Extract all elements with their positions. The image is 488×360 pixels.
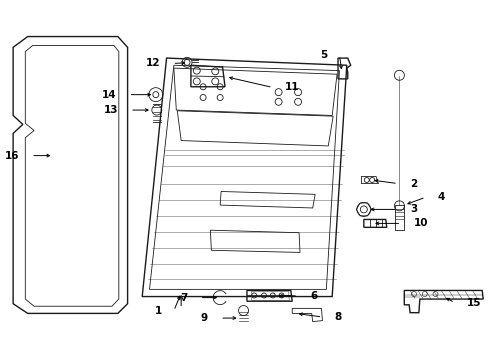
Bar xyxy=(394,205,404,230)
Text: 15: 15 xyxy=(466,298,481,308)
Text: 2: 2 xyxy=(409,179,417,189)
Text: 1: 1 xyxy=(154,306,162,316)
Text: 3: 3 xyxy=(409,204,417,215)
Text: 4: 4 xyxy=(437,192,445,202)
Text: 13: 13 xyxy=(103,105,118,115)
Text: 11: 11 xyxy=(285,82,299,93)
Text: 16: 16 xyxy=(4,150,19,161)
Text: 9: 9 xyxy=(201,313,207,323)
Text: 5: 5 xyxy=(320,50,326,60)
Text: 10: 10 xyxy=(413,219,427,228)
Text: 6: 6 xyxy=(309,291,317,301)
Text: 7: 7 xyxy=(180,293,187,303)
Text: 12: 12 xyxy=(145,58,160,68)
Text: 14: 14 xyxy=(102,90,116,100)
Text: 8: 8 xyxy=(334,312,341,322)
